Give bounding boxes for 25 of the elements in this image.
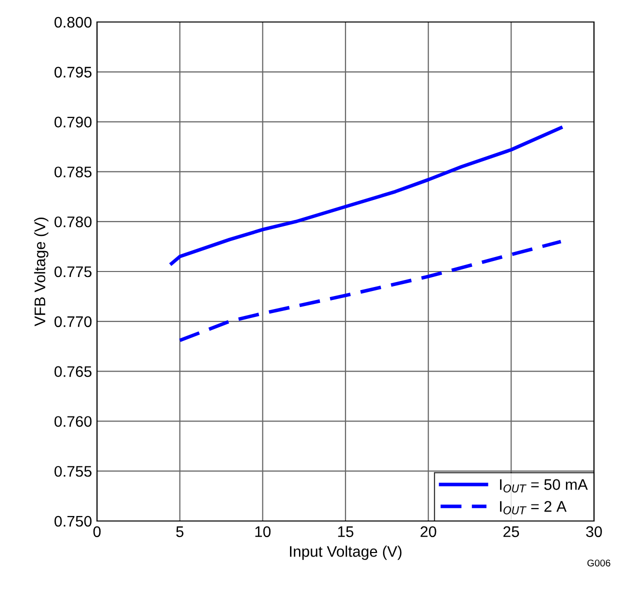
y-tick-label: 0.800: [54, 16, 92, 28]
line-series: [178, 240, 563, 342]
y-tick-label: 0.765: [54, 366, 92, 377]
line-series: [170, 126, 563, 266]
x-tick-label: 10: [255, 526, 271, 538]
y-tick-label: 0.795: [54, 66, 92, 78]
y-tick-label: 0.790: [54, 116, 92, 128]
y-tick-label: 0.780: [54, 216, 92, 228]
x-tick-label: 30: [586, 526, 602, 538]
y-tick-label: 0.785: [54, 166, 92, 178]
text: G006: [587, 560, 610, 566]
y-tick-label: 0.760: [54, 416, 92, 427]
x-axis-title: Input Voltage (V): [290, 546, 402, 560]
x-tick-label: 20: [420, 526, 436, 538]
y-tick-label: 0.770: [54, 316, 92, 328]
x-tick-label: 25: [503, 526, 520, 538]
x-tick-label: 15: [338, 526, 354, 538]
legend-label: I$_{OUT}$ = 50 mA: [500, 479, 588, 492]
y-axis-title: VFB Voltage (V): [34, 218, 48, 326]
legend-label: I$_{OUT}$ = 2 A: [500, 501, 567, 514]
x-tick-label: 0: [93, 526, 101, 538]
y-tick-label: 0.750: [54, 516, 92, 527]
y-tick-label: 0.755: [54, 466, 92, 477]
y-tick-label: 0.775: [54, 266, 92, 278]
x-tick-label: 5: [176, 526, 184, 538]
